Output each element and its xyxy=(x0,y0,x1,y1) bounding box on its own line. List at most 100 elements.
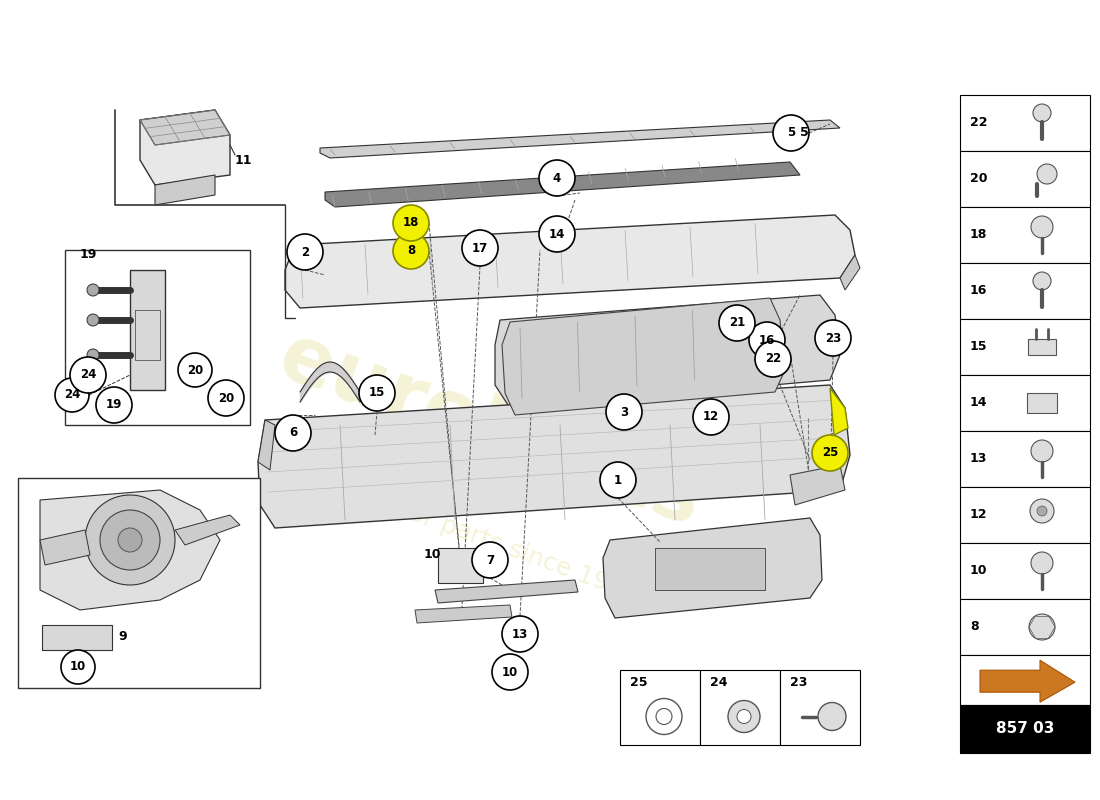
Text: 2: 2 xyxy=(301,246,309,258)
Text: 20: 20 xyxy=(970,173,988,186)
Text: euroParts: euroParts xyxy=(267,318,712,542)
Text: 24: 24 xyxy=(64,389,80,402)
Bar xyxy=(700,670,780,745)
Bar xyxy=(438,548,483,583)
Polygon shape xyxy=(415,605,512,623)
Text: 20: 20 xyxy=(187,363,204,377)
Circle shape xyxy=(85,495,175,585)
Text: 9: 9 xyxy=(118,630,127,643)
Circle shape xyxy=(472,542,508,578)
Circle shape xyxy=(275,415,311,451)
Bar xyxy=(960,599,1090,655)
Bar xyxy=(620,670,700,745)
Text: 18: 18 xyxy=(970,229,988,242)
Text: 5: 5 xyxy=(800,126,808,139)
Bar xyxy=(780,670,860,745)
Bar xyxy=(960,431,1090,487)
Text: 10: 10 xyxy=(424,547,441,561)
Circle shape xyxy=(1031,552,1053,574)
Bar xyxy=(960,263,1090,319)
Text: 857 03: 857 03 xyxy=(996,722,1054,737)
Circle shape xyxy=(118,528,142,552)
Polygon shape xyxy=(140,110,230,145)
Polygon shape xyxy=(980,660,1075,702)
Text: 13: 13 xyxy=(512,627,528,641)
Circle shape xyxy=(1037,164,1057,184)
Circle shape xyxy=(87,284,99,296)
Polygon shape xyxy=(155,175,214,205)
Circle shape xyxy=(60,650,95,684)
Circle shape xyxy=(773,115,808,151)
Polygon shape xyxy=(258,385,850,528)
Bar xyxy=(960,543,1090,599)
Circle shape xyxy=(815,320,851,356)
Circle shape xyxy=(287,234,323,270)
Text: 19: 19 xyxy=(106,398,122,411)
Circle shape xyxy=(646,698,682,734)
Circle shape xyxy=(719,305,755,341)
Text: 22: 22 xyxy=(764,353,781,366)
Text: 15: 15 xyxy=(970,341,988,354)
Circle shape xyxy=(502,616,538,652)
Text: 8: 8 xyxy=(970,621,979,634)
Text: 23: 23 xyxy=(825,331,842,345)
Text: 12: 12 xyxy=(703,410,719,423)
Text: 11: 11 xyxy=(235,154,253,166)
Text: 10: 10 xyxy=(70,661,86,674)
Circle shape xyxy=(87,314,99,326)
Circle shape xyxy=(728,701,760,733)
Bar xyxy=(960,655,1090,706)
Text: a passion for parts since 1985: a passion for parts since 1985 xyxy=(278,454,641,606)
Text: 18: 18 xyxy=(403,217,419,230)
Bar xyxy=(960,207,1090,263)
Circle shape xyxy=(539,216,575,252)
Bar xyxy=(654,548,764,590)
Bar xyxy=(65,250,250,425)
Text: 7: 7 xyxy=(486,554,494,566)
Circle shape xyxy=(96,387,132,423)
Circle shape xyxy=(100,510,160,570)
Circle shape xyxy=(812,435,848,471)
Circle shape xyxy=(1037,506,1047,516)
Circle shape xyxy=(1031,440,1053,462)
Polygon shape xyxy=(40,530,90,565)
Polygon shape xyxy=(502,298,785,415)
Circle shape xyxy=(492,654,528,690)
Text: 19: 19 xyxy=(80,249,98,262)
Circle shape xyxy=(755,341,791,377)
Circle shape xyxy=(462,230,498,266)
Text: 15: 15 xyxy=(368,386,385,399)
Text: 22: 22 xyxy=(970,117,988,130)
Polygon shape xyxy=(40,490,220,610)
Circle shape xyxy=(656,709,672,725)
Circle shape xyxy=(693,399,729,435)
Circle shape xyxy=(208,380,244,416)
Circle shape xyxy=(393,205,429,241)
Text: 14: 14 xyxy=(970,397,988,410)
Text: 17: 17 xyxy=(472,242,488,254)
Circle shape xyxy=(1033,104,1050,122)
Text: 16: 16 xyxy=(759,334,775,346)
Polygon shape xyxy=(840,255,860,290)
Polygon shape xyxy=(324,162,800,207)
Polygon shape xyxy=(790,465,845,505)
Circle shape xyxy=(359,375,395,411)
Bar xyxy=(1027,393,1057,413)
Polygon shape xyxy=(130,270,165,390)
Polygon shape xyxy=(175,515,240,545)
Bar xyxy=(960,151,1090,207)
Text: 12: 12 xyxy=(970,509,988,522)
Text: 6: 6 xyxy=(289,426,297,439)
Circle shape xyxy=(737,710,751,723)
Circle shape xyxy=(87,349,99,361)
Polygon shape xyxy=(434,580,578,603)
Circle shape xyxy=(1031,216,1053,238)
Text: 10: 10 xyxy=(502,666,518,678)
Circle shape xyxy=(606,394,642,430)
Circle shape xyxy=(539,160,575,196)
Circle shape xyxy=(600,462,636,498)
Bar xyxy=(42,625,112,650)
Bar xyxy=(1028,339,1056,355)
Polygon shape xyxy=(495,295,840,408)
Text: 5: 5 xyxy=(786,126,795,139)
